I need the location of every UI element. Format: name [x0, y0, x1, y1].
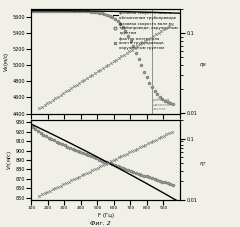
Y-axis label: $V_B$(м/с): $V_B$(м/с) — [2, 51, 11, 72]
Text: Фиг. 2: Фиг. 2 — [90, 221, 111, 226]
Y-axis label: $η_T$: $η_T$ — [199, 160, 207, 168]
Text: рабочий
диапазон
частот: рабочий диапазон частот — [153, 98, 173, 111]
X-axis label: F (Гц): F (Гц) — [97, 213, 114, 218]
Legend: фазовая скорость волн в
обнаженном трубопроводе, фазовая скорость волн в
трубопр: фазовая скорость волн в обнаженном трубо… — [113, 11, 178, 50]
Y-axis label: $η_B$: $η_B$ — [199, 61, 207, 69]
Y-axis label: $V_T$(м/с): $V_T$(м/с) — [5, 150, 14, 170]
